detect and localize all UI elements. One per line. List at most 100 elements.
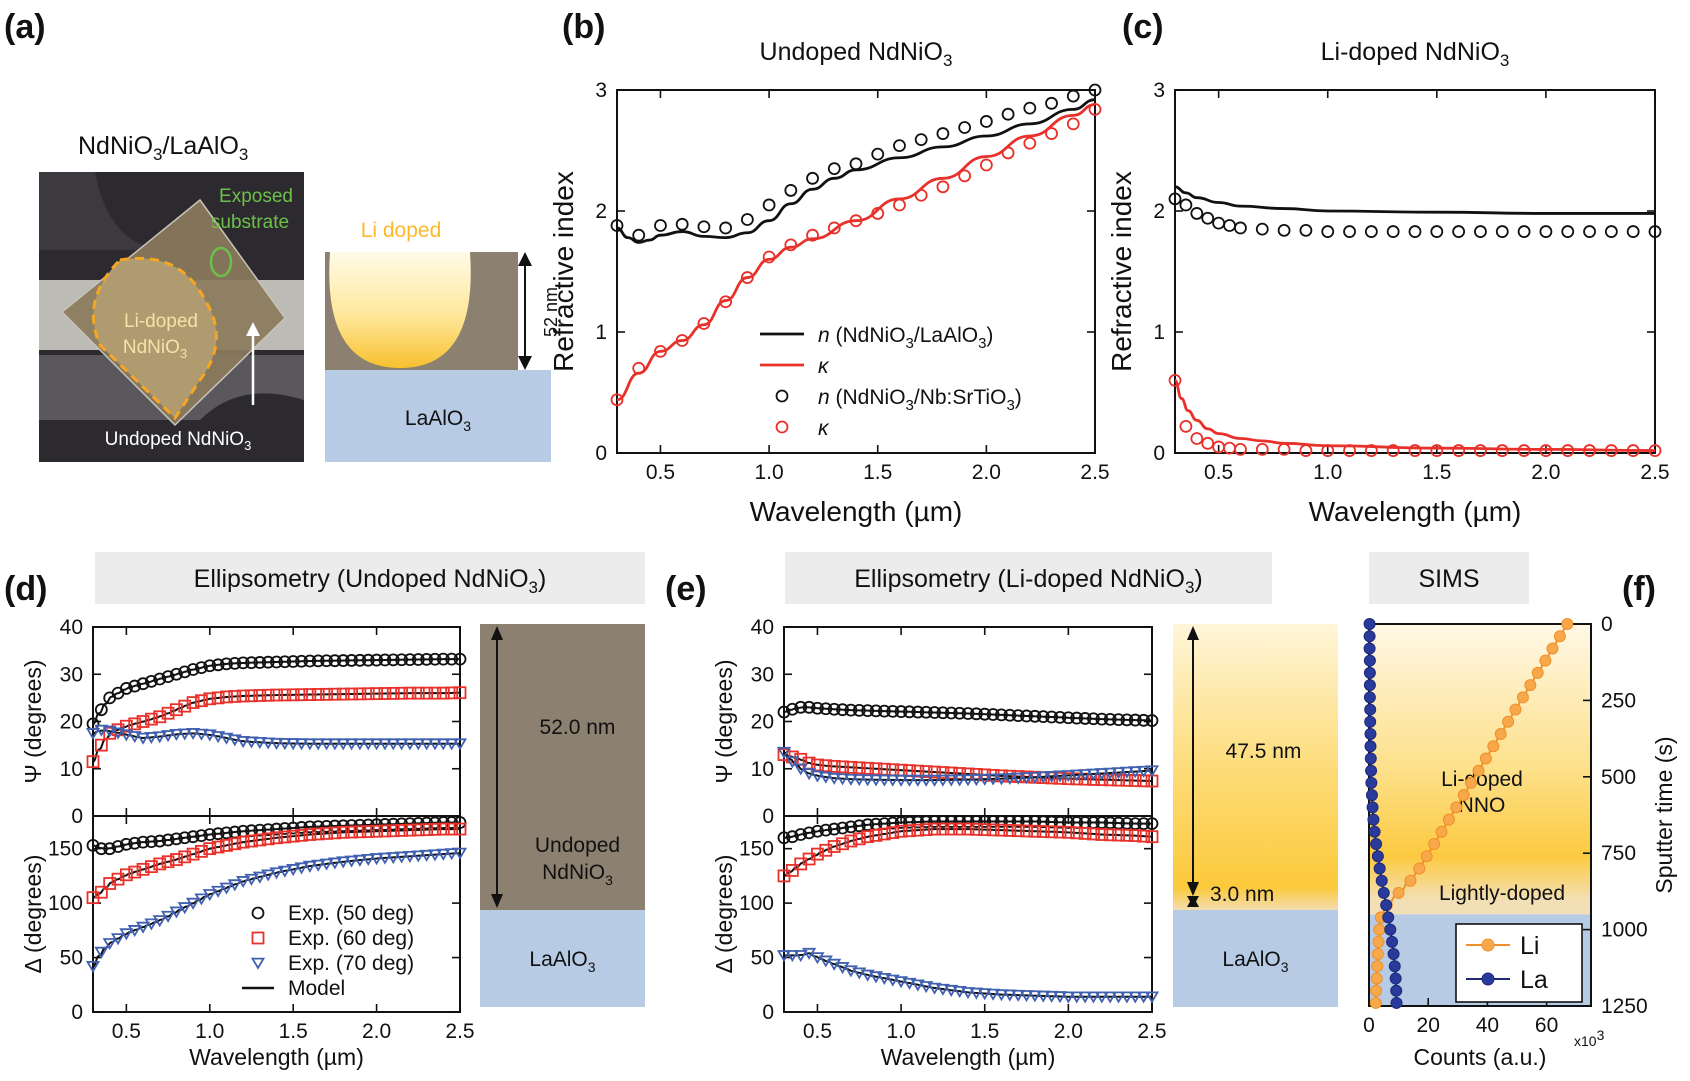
f-series-1-point-15	[1366, 801, 1379, 814]
c-series-3-point-0	[1168, 373, 1182, 387]
b-xtick-label-2: 1.5	[863, 461, 892, 484]
e-header-box	[785, 552, 1272, 604]
e-psi-series-2-point-20	[944, 774, 959, 787]
c-series-2-point-11	[1343, 225, 1356, 238]
e-delta-series-2-point-18	[927, 982, 942, 995]
d-delta-series-0-point-21	[261, 823, 275, 837]
d-psi-series-2-point-22	[269, 737, 284, 750]
f-series-1-point-24	[1382, 911, 1395, 924]
d-delta-series-1-point-38	[403, 823, 417, 837]
f-header-box	[1369, 552, 1529, 604]
e-psi-series-0-point-27	[1003, 708, 1017, 722]
b-series-2-point-4	[697, 220, 711, 234]
d-delta-series-2-point-18	[236, 876, 251, 889]
d-delta-series-2-point-3	[110, 933, 126, 946]
d-psi-series-1-point-37	[395, 686, 409, 700]
b-series-2-point-12	[871, 147, 885, 161]
d-psi-series-2-point-3	[110, 727, 126, 740]
e-psi-series-2-point-22	[960, 774, 976, 787]
e-delta-series-1-point-10	[861, 830, 875, 844]
d-delta-series-2-point-27	[311, 859, 326, 872]
d-psi-series-1-point-10	[170, 703, 183, 717]
f-series-1-point-9	[1364, 728, 1377, 741]
e-delta-series-1-point-33	[1053, 825, 1067, 839]
e-delta-series-0-point-30	[1028, 815, 1042, 828]
d-delta-series-1-point-41	[428, 822, 442, 836]
d-psi-series-0-point-18	[236, 656, 250, 670]
e-psi-series-0-point-12	[877, 704, 891, 718]
exposed-substrate-marker	[209, 246, 233, 278]
d-psi-series-2-point-19	[244, 736, 259, 749]
e-psi-series-0-point-17	[919, 705, 933, 719]
d-delta-series-0-point-23	[278, 822, 292, 835]
d-psi-series-0-point-41	[428, 652, 442, 666]
e-delta-series-1-point-5	[819, 843, 833, 857]
chart-c: Li-doped NdNiO3 0.5 1.0 1.5 2.0 2.5 0 1 2 3 Wavele…	[1106, 38, 1670, 527]
d-delta-series-2-point-24	[286, 864, 301, 877]
e-psi-series-2-point-5	[818, 771, 833, 784]
d-delta-series-1-point-35	[378, 824, 392, 838]
f-plot-frame	[1368, 623, 1592, 1007]
b-series-3-point-10	[827, 221, 841, 235]
d-psi-series-1-point-19	[245, 689, 258, 703]
d-psi-series-1-point-20	[253, 689, 267, 702]
f-series-1-point-31	[1390, 996, 1403, 1009]
e-psi-series-1-point-33	[1053, 771, 1067, 785]
e-delta-series-0-point-13	[886, 816, 900, 830]
e-psi-series-0-point-10	[861, 704, 875, 718]
d-psi-series-0-point-12	[186, 663, 200, 676]
d-psi-series-2-point-38	[402, 738, 418, 751]
d-psi-series-1-point-5	[128, 717, 142, 731]
e-delta-series-2-point-33	[1052, 991, 1068, 1004]
e-delta-series-1-point-34	[1061, 825, 1075, 839]
e-psi-series-2-point-25	[986, 773, 1001, 786]
b-ytick-label-1: 1	[595, 321, 607, 344]
e-delta-series-0-point-17	[919, 815, 933, 829]
d-delta-series-0-point-22	[270, 822, 283, 836]
e-psi-series-2-point-11	[868, 774, 884, 787]
e-delta-series-0-point-18	[928, 815, 941, 828]
e-delta-series-0-point-3	[802, 826, 816, 840]
d-delta-series-2-point-11	[177, 902, 192, 915]
d-delta-series-2-point-37	[394, 851, 409, 864]
e-delta-series-0-point-4	[811, 824, 824, 838]
e-psi-series-0-point-15	[903, 705, 916, 719]
d-delta-series-1-point-19	[245, 834, 258, 848]
d-psi-series-1-point-26	[303, 688, 317, 701]
e-psi-series-0-point-31	[1036, 710, 1050, 724]
chart-f: SIMS 0 20 40 60 0 250 500 750 1000 1250 Counts (a.u…	[1363, 552, 1677, 1070]
f-series-1-point-7	[1364, 703, 1377, 716]
d-delta-series-0-point-11	[178, 831, 192, 845]
d-delta-series-2-point-43	[444, 848, 459, 861]
f-series-0-point-6	[1516, 691, 1529, 704]
e-psi-series-0-point-16	[911, 705, 925, 719]
d-delta-series-2-point-32	[352, 854, 367, 867]
e-psi-series-1-point-16	[911, 764, 925, 778]
e-psi-series-0-point-11	[869, 704, 883, 718]
e-delta-series-2-point-0	[776, 950, 792, 963]
e-delta-series-0-point-42	[1128, 817, 1142, 831]
e-psi-series-1-point-35	[1070, 772, 1084, 786]
e-delta-series-0-point-41	[1120, 816, 1134, 830]
f-series-1-point-8	[1364, 715, 1377, 728]
d-delta-series-2-point-35	[377, 852, 393, 865]
d-delta-series-2-point-12	[186, 897, 201, 910]
e-psi-series-0-point-30	[1028, 709, 1042, 723]
e-psi-series-0-point-25	[986, 708, 1000, 721]
d-xlabel: Wavelength (µm)	[189, 1044, 364, 1070]
c-series-2-point-8	[1277, 223, 1291, 237]
e-delta-series-0-point-5	[819, 823, 833, 837]
e-delta-xtick-label-2: 1.5	[970, 1020, 999, 1043]
e-psi-series-1-point-19	[936, 766, 950, 779]
d-psi-series-0-point-10	[170, 667, 183, 681]
e-psi-series-0-point-8	[844, 703, 858, 717]
e-delta-series-2-point-13	[885, 974, 900, 987]
c-series-2-point-24	[1626, 225, 1640, 238]
d-legend-swatch-2	[250, 957, 266, 970]
e-delta-series-1-point-24	[978, 823, 992, 837]
f-series-0-point-31	[1369, 996, 1382, 1009]
d-psi-series-1-point-1	[94, 738, 108, 752]
e-psi-series-0-point-4	[811, 701, 824, 715]
d-psi-series-2-point-44	[452, 738, 468, 751]
